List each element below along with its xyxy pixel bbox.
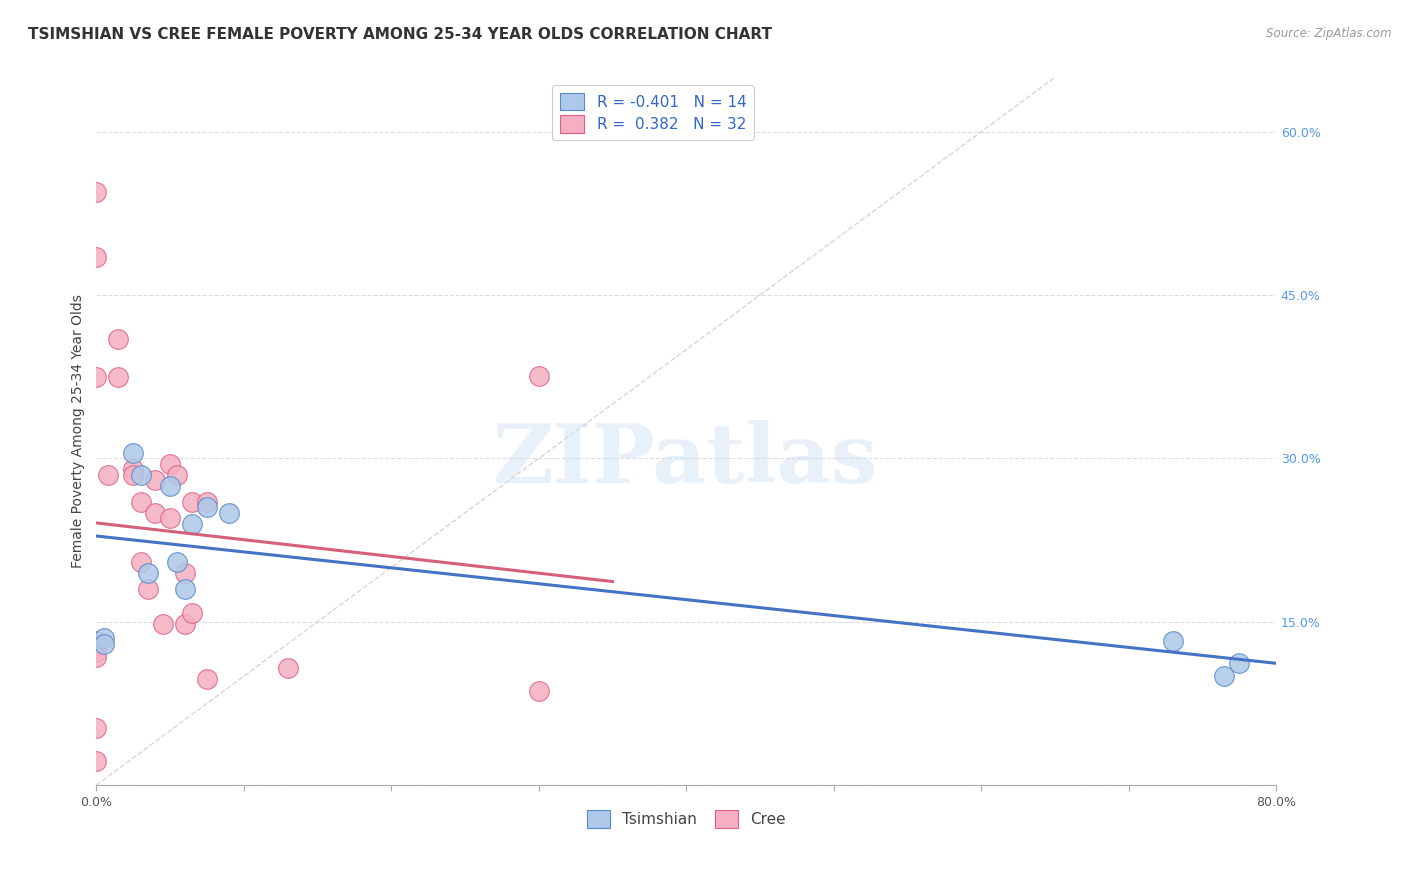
Point <box>527 368 550 383</box>
Point <box>86 639 108 653</box>
Point <box>122 467 145 482</box>
Point <box>86 649 108 664</box>
Point <box>181 606 204 620</box>
Point <box>122 446 145 460</box>
Point <box>195 495 218 509</box>
Point <box>129 555 152 569</box>
Point <box>86 185 108 199</box>
Point <box>86 250 108 264</box>
Point <box>159 457 181 471</box>
Y-axis label: Female Poverty Among 25-34 Year Olds: Female Poverty Among 25-34 Year Olds <box>72 294 86 568</box>
Point <box>166 555 188 569</box>
Point <box>86 722 108 736</box>
Point <box>129 467 152 482</box>
Point <box>173 582 195 596</box>
Point <box>129 495 152 509</box>
Point <box>166 467 188 482</box>
Point <box>1161 634 1184 648</box>
Point <box>1227 656 1250 670</box>
Point <box>86 754 108 768</box>
Point <box>136 582 159 596</box>
Point <box>107 369 129 384</box>
Point <box>277 660 299 674</box>
Point <box>86 634 108 648</box>
Point <box>195 673 218 687</box>
Point <box>107 332 129 346</box>
Point <box>1213 669 1236 683</box>
Point <box>143 506 166 520</box>
Point <box>181 516 204 531</box>
Legend: Tsimshian, Cree: Tsimshian, Cree <box>581 805 792 834</box>
Point <box>86 645 108 659</box>
Point <box>173 566 195 580</box>
Point <box>93 636 115 650</box>
Text: Source: ZipAtlas.com: Source: ZipAtlas.com <box>1267 27 1392 40</box>
Point <box>93 631 115 645</box>
Point <box>218 506 240 520</box>
Point <box>173 617 195 632</box>
Point <box>122 462 145 476</box>
Point <box>159 511 181 525</box>
Point <box>181 495 204 509</box>
Point <box>159 479 181 493</box>
Point <box>527 684 550 698</box>
Text: ZIPatlas: ZIPatlas <box>494 419 879 500</box>
Point <box>136 566 159 580</box>
Point <box>86 369 108 384</box>
Point <box>152 617 174 632</box>
Text: TSIMSHIAN VS CREE FEMALE POVERTY AMONG 25-34 YEAR OLDS CORRELATION CHART: TSIMSHIAN VS CREE FEMALE POVERTY AMONG 2… <box>28 27 772 42</box>
Point <box>97 467 120 482</box>
Point <box>195 500 218 515</box>
Point <box>143 473 166 487</box>
